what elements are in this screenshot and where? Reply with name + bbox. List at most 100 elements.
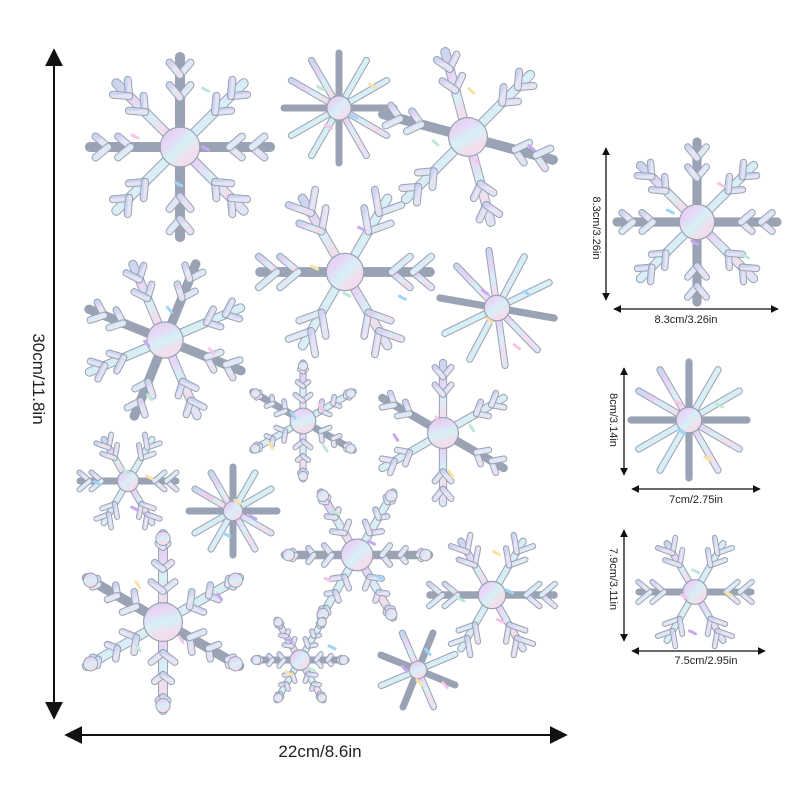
snowflake-center — [325, 252, 365, 292]
snowflake-branch-fill — [448, 544, 470, 555]
holo-glint — [310, 264, 320, 271]
snowflake-branch-fill — [361, 309, 372, 339]
snowflake-branch-fill — [186, 589, 195, 610]
snowflake-branch-fill — [310, 629, 316, 638]
snowflake-branch-fill — [152, 470, 167, 483]
holo-glint — [679, 593, 689, 600]
snowflake-branch-fill — [142, 432, 150, 450]
snowflake-sticker — [436, 246, 558, 370]
snowflake-branch-fill — [533, 145, 554, 159]
snowflake-branch-fill — [145, 512, 162, 521]
holo-glint — [327, 644, 337, 651]
snowflake-center — [340, 538, 374, 572]
snowflake-branch-fill — [164, 470, 179, 483]
snowflake-branch-fill — [264, 401, 275, 408]
holo-glint — [317, 402, 325, 412]
snowflake-branch-fill — [489, 456, 507, 464]
holo-glint — [130, 133, 140, 140]
snowflake-branch-fill — [174, 281, 185, 301]
snowflake-branch-fill — [442, 592, 460, 609]
snowflake-sticker — [84, 259, 246, 421]
holo-glint — [165, 305, 174, 314]
snowflake-branch-fill — [308, 328, 319, 358]
snowflake-branch-fill — [115, 143, 134, 161]
holo-glint — [480, 288, 490, 296]
snowflake-branch-fill — [148, 579, 166, 594]
holo-glint — [145, 393, 154, 402]
snowflake-branch-fill — [708, 616, 728, 626]
snowflake-tip — [227, 572, 244, 588]
holo-glint — [222, 531, 232, 538]
snowflake-branch-fill — [379, 543, 393, 558]
snowflake-branch-fill — [312, 682, 322, 687]
holo-glint — [122, 468, 132, 475]
snowflake-center — [483, 294, 511, 322]
holo-glint — [375, 574, 385, 581]
holo-glint — [434, 415, 442, 424]
snowflake-branch-fill — [95, 362, 108, 382]
snowflake-branch-fill — [725, 173, 733, 194]
snowflake-branch-fill — [136, 443, 144, 461]
snowflake-center — [146, 321, 184, 359]
snowflake-center — [159, 126, 201, 168]
snowflake-branch-fill — [433, 56, 453, 72]
holo-glint — [431, 139, 440, 147]
holo-glint — [267, 441, 275, 451]
snowflake-sticker — [627, 358, 751, 482]
holo-glint — [665, 208, 675, 215]
snowflake-branch-fill — [342, 574, 352, 591]
holo-glint — [322, 443, 329, 453]
snowflake-branch-fill — [739, 264, 760, 272]
snowflake-branch-fill — [677, 616, 685, 637]
snowflake-branch-fill — [277, 269, 302, 291]
snowflake-branch-fill — [403, 121, 425, 135]
snowflake-branch-fill — [634, 172, 655, 180]
snowflake-branch-fill — [282, 643, 294, 648]
snowflake-center — [222, 500, 244, 522]
snowflake-sticker — [378, 358, 508, 508]
snowflake-tip — [250, 388, 261, 399]
snowflake-branch-fill — [655, 545, 675, 556]
snowflake-branch-fill — [274, 409, 288, 417]
snowflake-branch-fill — [362, 519, 372, 536]
snowflake-center — [408, 660, 428, 680]
snowflake-tip — [273, 692, 284, 703]
snowflake-branch-fill — [211, 92, 220, 116]
snowflake-branch-fill — [137, 398, 148, 418]
snowflake-branch-fill — [151, 559, 166, 572]
snowflake-branch-fill — [524, 581, 542, 598]
snowflake-branch-fill — [373, 507, 381, 520]
snowflake-branch-fill — [248, 133, 268, 151]
snowflake-center — [448, 117, 488, 157]
snowflake-branch-fill — [737, 580, 754, 594]
snowflake-branch-fill — [89, 479, 104, 492]
snowflake-branch-fill — [670, 628, 678, 649]
snowflake-branch-fill — [473, 399, 483, 417]
snowflake-branch-fill — [432, 382, 446, 397]
holo-glint — [456, 596, 466, 603]
snowflake-branch-fill — [270, 436, 275, 448]
holo-glint — [134, 643, 142, 653]
holo-glint — [216, 592, 224, 602]
snowflake-branch-fill — [94, 441, 111, 450]
snowflake-branch-fill — [87, 312, 107, 323]
holo-glint — [284, 670, 294, 677]
snowflake-branch-fill — [186, 629, 207, 641]
snowflake-sticker — [426, 531, 558, 659]
holo-glint — [447, 469, 455, 479]
sticker-a-height-label: 8.3cm/3.26in — [590, 196, 602, 260]
snowflake-branch-fill — [325, 653, 333, 662]
holo-glint — [201, 145, 210, 152]
snowflake-branch-fill — [413, 183, 422, 206]
snowflake-sticker — [76, 431, 180, 531]
snowflake-branch-fill — [124, 194, 133, 218]
snowflake-branch-fill — [318, 425, 332, 433]
snowflake-branch-fill — [166, 82, 184, 101]
snowflake-branch-fill — [472, 622, 481, 644]
holo-glint — [177, 635, 185, 644]
snowflake-branch-fill — [284, 682, 290, 691]
snowflake-branch-fill — [176, 193, 194, 212]
holo-glint — [143, 339, 151, 348]
snowflake-sticker — [280, 488, 434, 622]
snowflake-tip — [338, 655, 349, 665]
